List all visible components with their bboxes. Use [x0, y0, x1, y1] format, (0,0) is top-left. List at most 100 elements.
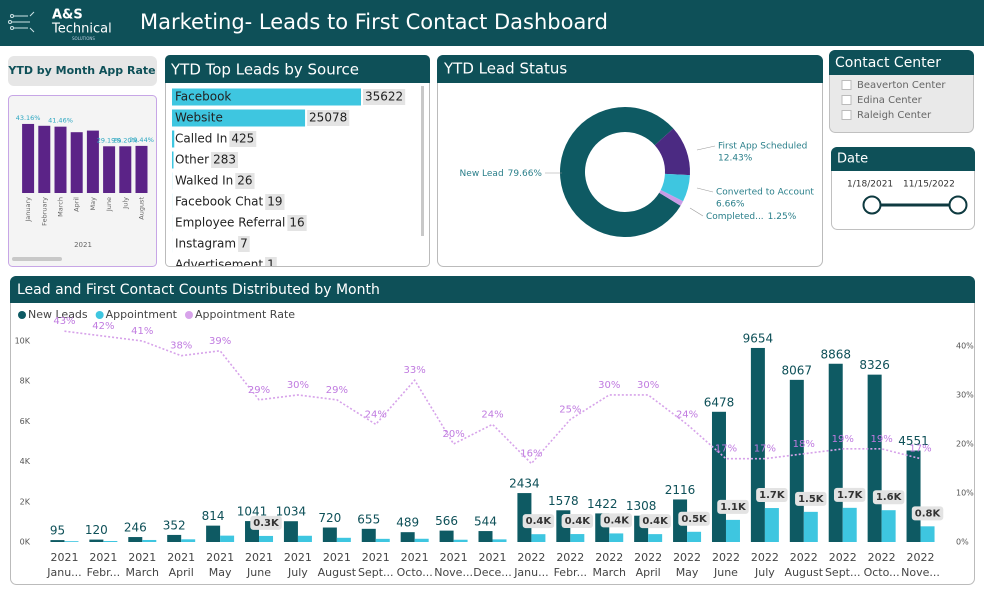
data-label: 29.44% — [129, 136, 154, 144]
x-tick-year: 2022 — [517, 551, 545, 564]
data-label: 24% — [481, 409, 503, 420]
x-tick-year: 2022 — [907, 551, 935, 564]
data-label: 8326 — [859, 358, 890, 372]
option-label[interactable]: Edina Center — [857, 95, 923, 106]
data-label-bg — [795, 491, 827, 506]
x-tick-month: August — [785, 566, 824, 579]
option-label[interactable]: Raleigh Center — [857, 110, 932, 121]
bar — [322, 527, 337, 542]
value-label-bg — [363, 89, 406, 105]
x-tick-month: July — [754, 566, 775, 579]
data-label: 566 — [435, 514, 458, 528]
data-label: 0.4K — [604, 515, 631, 526]
data-label-bg — [639, 514, 671, 529]
data-label: 43.16% — [16, 114, 41, 122]
value-label: 16 — [289, 216, 304, 230]
y-tick-label: 4K — [20, 457, 31, 466]
data-label: 41.46% — [48, 117, 73, 125]
x-tick-label: August — [138, 197, 146, 220]
data-label: 4551 — [898, 434, 929, 448]
date-start[interactable]: 1/18/2021 — [847, 180, 893, 190]
x-tick-month: Nove... — [434, 566, 473, 579]
bar — [172, 151, 174, 169]
data-label-bg — [756, 488, 788, 503]
y2-tick-label: 30% — [956, 390, 974, 399]
value-label: 35622 — [365, 90, 403, 104]
data-label: 0.4K — [565, 516, 592, 527]
checkbox[interactable] — [841, 110, 852, 120]
slice-value: 12.43% — [718, 154, 753, 164]
monthly-combo-chart: 0K 2K 4K 6K 8K 10K 0% 10% 20% 30% 40% New Leads Appo… — [15, 308, 975, 579]
chart-title: YTD by Month App Rate — [7, 64, 155, 77]
x-axis-label: 2021 — [74, 241, 92, 249]
slice-value: 1.25% — [768, 212, 797, 222]
data-label: 1.7K — [837, 490, 864, 501]
scrollbar — [421, 86, 424, 236]
category-label: Instagram — [175, 237, 236, 251]
slice-value: 6.66% — [716, 200, 745, 210]
scrollbar — [12, 257, 62, 261]
data-label: 0.8K — [915, 508, 942, 519]
bar — [50, 540, 65, 542]
slice-category: First App Scheduled — [718, 142, 807, 152]
data-label: 1.6K — [876, 492, 903, 503]
data-label: 246 — [124, 521, 147, 535]
bar — [172, 88, 361, 106]
value-label: 19 — [267, 195, 282, 209]
value-label: 425 — [231, 132, 254, 146]
checkbox[interactable] — [841, 95, 852, 105]
slicer-header — [831, 147, 975, 171]
bar — [609, 533, 624, 542]
x-tick-label: June — [105, 197, 113, 212]
data-label: 25% — [559, 404, 581, 415]
slider-handle[interactable] — [948, 195, 968, 215]
bar — [283, 521, 298, 542]
legend-marker — [184, 311, 193, 319]
data-label: 8067 — [782, 363, 813, 377]
legend-label: Appointment — [106, 308, 178, 321]
data-label: 17% — [715, 444, 737, 455]
bar — [336, 537, 351, 542]
bar — [531, 534, 546, 542]
slider-handle[interactable] — [862, 195, 882, 215]
bar — [867, 374, 882, 542]
donut-slice — [560, 107, 681, 238]
value-label-bg — [265, 257, 277, 266]
data-label: 0.5K — [681, 514, 708, 525]
x-tick-month: May — [209, 566, 232, 579]
data-label: 544 — [474, 515, 497, 529]
data-label: 41% — [131, 326, 153, 337]
data-label: 24% — [676, 409, 698, 420]
data-label: 1578 — [548, 494, 579, 508]
value-label: 283 — [213, 153, 236, 167]
option-label[interactable]: Beaverton Center — [857, 80, 946, 91]
bar — [375, 538, 390, 542]
data-label: 33% — [404, 365, 426, 376]
slicer-title: Contact Center — [835, 55, 941, 71]
panel-header — [437, 55, 823, 83]
bar — [22, 123, 35, 193]
y-tick-label: 6K — [20, 417, 31, 426]
bar — [135, 145, 148, 193]
legend-marker — [18, 311, 26, 319]
bar — [920, 526, 935, 542]
logo-icon — [8, 11, 35, 33]
category-label: Employee Referral — [175, 216, 285, 230]
x-tick-year: 2021 — [479, 551, 507, 564]
bar — [220, 535, 235, 542]
x-tick-year: 2021 — [362, 551, 390, 564]
x-tick-month: June — [246, 566, 271, 579]
x-tick-label: July — [121, 197, 129, 210]
x-tick-month: June — [713, 566, 738, 579]
x-tick-year: 2021 — [89, 551, 117, 564]
date-end[interactable]: 11/15/2022 — [903, 180, 955, 190]
checkbox[interactable] — [841, 80, 852, 90]
value-label-bg — [307, 110, 350, 126]
data-label: 8868 — [820, 347, 851, 361]
lead-status-donut: New Lead 79.66% First App Scheduled 12.43% C… — [460, 107, 814, 238]
data-label: 30% — [287, 380, 309, 391]
x-tick-month: May — [676, 566, 699, 579]
data-label: 17% — [754, 444, 776, 455]
leader-line — [696, 145, 716, 151]
data-label: 17% — [909, 444, 931, 455]
